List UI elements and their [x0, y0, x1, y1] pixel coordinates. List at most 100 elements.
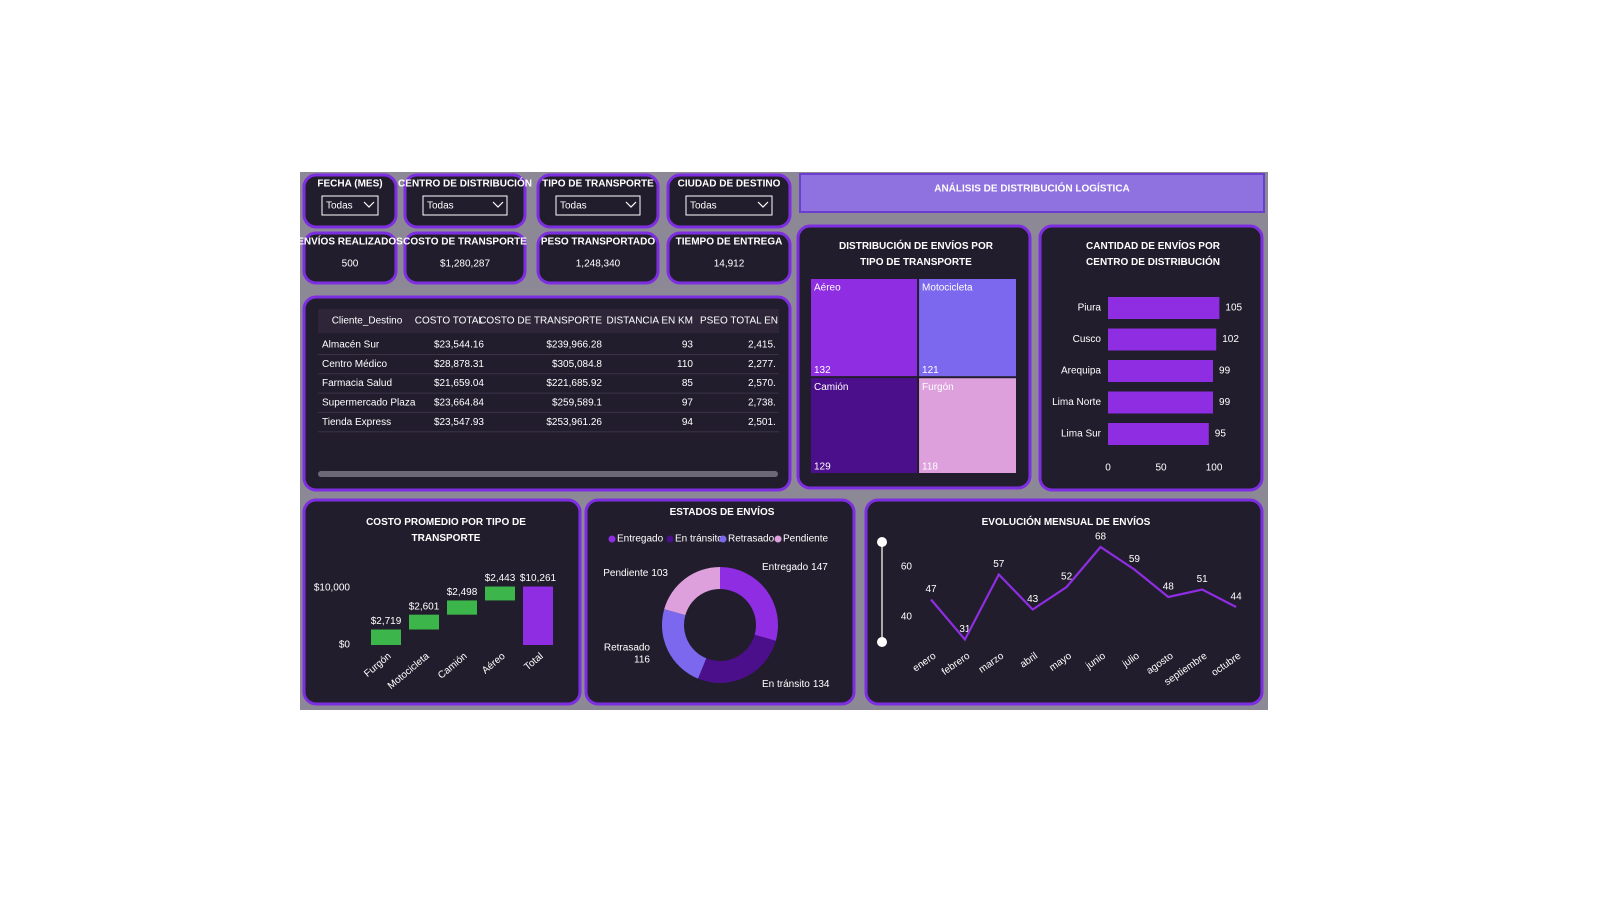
- slice-label: Entregado 147: [762, 562, 828, 573]
- bar: [523, 586, 553, 645]
- slice-name: Retrasado: [604, 643, 651, 654]
- table-cell: 2,570.: [748, 378, 776, 389]
- kpi-label: ENVÍOS REALIZADOS: [297, 235, 403, 248]
- treemap-label: Camión: [814, 382, 848, 393]
- donut-slice: [662, 609, 707, 679]
- x-tick-label: 0: [1105, 463, 1111, 474]
- data-label: $2,443: [485, 573, 516, 584]
- data-label: 95: [1215, 429, 1227, 440]
- donut-card: [584, 498, 856, 706]
- y-tick-label: Arequipa: [1061, 366, 1101, 377]
- filter-label: FECHA (MES): [317, 179, 382, 190]
- legend-label: Pendiente: [783, 534, 828, 545]
- table-cell: 97: [682, 398, 694, 409]
- table-cell: Centro Médico: [322, 359, 387, 370]
- data-label: 47: [925, 584, 937, 595]
- dropdown-value[interactable]: Todas: [690, 201, 717, 212]
- slider-handle[interactable]: [877, 537, 887, 547]
- table-cell: $21,659.04: [434, 378, 484, 389]
- donut-slice: [664, 567, 720, 616]
- dropdown-chevron: [757, 201, 769, 208]
- dashboard-title: ANÁLISIS DE DISTRIBUCIÓN LOGÍSTICA: [934, 182, 1130, 195]
- x-tick-label: 50: [1155, 463, 1167, 474]
- table-cell: Tienda Express: [322, 417, 391, 428]
- data-label: $10,261: [520, 573, 557, 584]
- title-banner: [799, 173, 1265, 213]
- data-label: 48: [1163, 582, 1175, 593]
- treemap-label: Furgón: [922, 382, 954, 393]
- line-card: [864, 498, 1264, 706]
- kpi-value: 500: [342, 259, 359, 270]
- table-header: DISTANCIA EN KM: [607, 316, 694, 327]
- table-cell: 2,738.: [748, 398, 776, 409]
- treemap-value: 118: [922, 462, 938, 473]
- table-cell: $305,084.8: [552, 359, 602, 370]
- table-cell: Farmacia Salud: [322, 378, 392, 389]
- scrollbar[interactable]: [318, 471, 778, 477]
- slice-value: 116: [634, 655, 650, 666]
- dropdown[interactable]: [422, 195, 508, 216]
- treemap-value: 132: [814, 365, 831, 376]
- table-cell: 110: [677, 359, 693, 370]
- y-tick-label: Lima Norte: [1052, 397, 1101, 408]
- bar: [1108, 423, 1209, 445]
- chart-title: DISTRIBUCIÓN DE ENVÍOS POR TIPO DE TRANSP…: [839, 239, 994, 268]
- bar: [1108, 360, 1214, 382]
- dropdown-value[interactable]: Todas: [326, 201, 353, 212]
- dropdown[interactable]: [555, 195, 641, 216]
- treemap-cell: [919, 279, 1016, 377]
- data-label: 59: [1129, 554, 1141, 565]
- dropdown[interactable]: [685, 195, 773, 216]
- legend-label: Retrasado: [728, 534, 775, 545]
- bar: [1108, 328, 1217, 351]
- table-cell: $239,966.28: [546, 340, 602, 351]
- dropdown-chevron: [363, 201, 375, 208]
- data-label: 51: [1197, 574, 1209, 585]
- filter-label: CENTRO DE DISTRIBUCIÓN: [398, 177, 532, 190]
- table-header: COSTO DE TRANSPORTE: [479, 316, 602, 327]
- table-cell: $23,664.84: [434, 398, 484, 409]
- y-tick-label: 40: [901, 612, 913, 623]
- bar: [371, 629, 401, 645]
- kpi-label: PESO TRANSPORTADO: [541, 237, 655, 248]
- treemap-cell: [811, 279, 918, 377]
- treemap-label: Aéreo: [814, 283, 841, 294]
- chart-title: CANTIDAD DE ENVÍOS POR CENTRO DE DISTRIBU…: [1086, 239, 1221, 268]
- bar: [1108, 297, 1220, 319]
- slice-label: Pendiente 103: [603, 568, 668, 579]
- table-cell: Almacén Sur: [322, 340, 380, 351]
- bar: [447, 600, 477, 615]
- table-header: PSEO TOTAL EN K: [700, 316, 788, 327]
- dropdown-value[interactable]: Todas: [427, 201, 454, 212]
- table-cell: $253,961.26: [546, 417, 602, 428]
- y-tick-label: 60: [901, 562, 913, 573]
- legend-label: Entregado: [617, 534, 664, 545]
- dropdown[interactable]: [321, 195, 379, 216]
- slider-handle[interactable]: [877, 637, 887, 647]
- table-cell: $221,685.92: [546, 378, 602, 389]
- kpi-card: [666, 231, 792, 285]
- table-cell: $28,878.31: [434, 359, 484, 370]
- table-cell: 85: [682, 378, 694, 389]
- y-tick-label: Lima Sur: [1061, 429, 1102, 440]
- kpi-card: [403, 231, 527, 285]
- slice-value: 103: [651, 568, 668, 579]
- table-header: COSTO TOTAL: [415, 316, 485, 327]
- data-label: $2,601: [409, 601, 440, 612]
- data-label: 102: [1222, 334, 1239, 345]
- y-tick-label: Cusco: [1073, 334, 1102, 345]
- slice-name: Entregado: [762, 562, 809, 573]
- dropdown-value[interactable]: Todas: [560, 201, 587, 212]
- table-cell: Supermercado Plaza: [322, 398, 416, 409]
- kpi-value: 14,912: [714, 259, 745, 270]
- data-label: 57: [993, 559, 1005, 570]
- legend-label: En tránsito: [675, 534, 723, 545]
- data-label: $2,719: [371, 616, 402, 627]
- treemap-label: Motocicleta: [922, 283, 973, 294]
- y-tick-label: $10,000: [314, 583, 351, 594]
- y-tick-label: $0: [339, 640, 351, 651]
- dropdown-chevron: [625, 201, 637, 208]
- legend-dot: [774, 535, 782, 543]
